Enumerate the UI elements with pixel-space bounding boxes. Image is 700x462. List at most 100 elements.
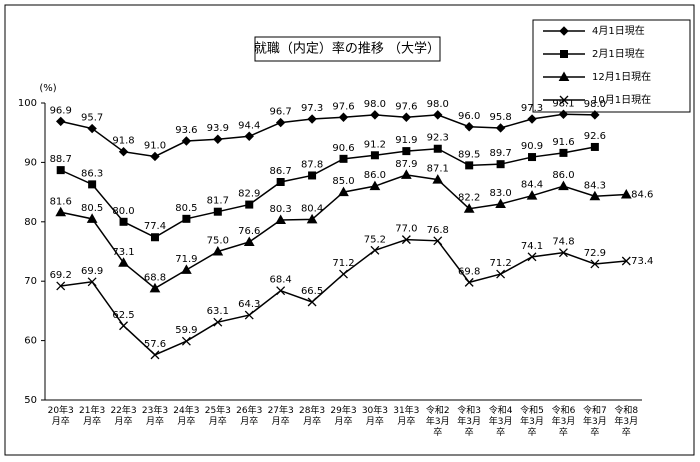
point — [527, 114, 537, 124]
data-label: 88.7 — [50, 154, 72, 165]
point — [306, 213, 318, 224]
data-label: 92.6 — [584, 131, 606, 142]
x-tick-label: 令和7年3月卒 — [582, 406, 607, 438]
point — [528, 153, 537, 162]
data-label: 63.1 — [207, 306, 229, 317]
x-tick-label: 令和6年3月卒 — [551, 406, 576, 438]
data-label: 76.6 — [238, 226, 260, 237]
point — [276, 286, 286, 296]
data-label: 71.2 — [332, 258, 354, 269]
legend-label: 10月1日現在 — [592, 94, 651, 106]
legend-marker — [559, 26, 569, 36]
data-label: 73.1 — [112, 247, 134, 258]
point — [244, 310, 254, 320]
point — [402, 147, 411, 156]
series-line — [60, 146, 596, 239]
point — [86, 213, 98, 223]
x-tick-label: 23年3月卒 — [141, 406, 169, 427]
data-label: 90.9 — [521, 141, 543, 152]
data-label: 73.4 — [631, 256, 653, 267]
data-label: 98.0 — [584, 99, 606, 110]
data-label: 77.4 — [144, 221, 166, 232]
point — [213, 134, 223, 144]
data-label: 84.3 — [584, 180, 606, 191]
data-label: 91.8 — [112, 136, 134, 147]
x-tick-label: 21年3月卒 — [79, 406, 106, 427]
point — [558, 180, 569, 191]
data-label: 75.2 — [364, 234, 386, 245]
data-label: 84.6 — [631, 189, 653, 200]
point — [495, 198, 506, 208]
point — [276, 178, 285, 187]
data-label: 82.2 — [458, 193, 480, 204]
data-label: 86.0 — [552, 170, 574, 181]
point — [590, 259, 600, 269]
point — [339, 154, 348, 163]
data-label: 91.9 — [395, 135, 417, 146]
series-line — [60, 113, 595, 158]
data-label: 87.9 — [395, 159, 417, 170]
point — [465, 161, 474, 170]
point — [119, 321, 129, 331]
point — [401, 235, 411, 245]
point — [401, 112, 412, 122]
data-label: 69.2 — [50, 270, 72, 281]
data-label: 72.9 — [584, 248, 606, 259]
point — [118, 257, 129, 267]
data-label: 86.3 — [81, 168, 103, 179]
point — [433, 236, 443, 246]
legend-label: 2月1日現在 — [592, 48, 645, 60]
point — [558, 109, 569, 119]
data-label: 96.9 — [50, 105, 72, 116]
data-label: 86.7 — [270, 166, 292, 177]
point — [370, 245, 380, 255]
x-tick-label: 28年3月卒 — [298, 406, 326, 427]
point — [182, 214, 191, 223]
x-tick-label: 20年3月卒 — [47, 406, 74, 427]
point — [621, 256, 631, 266]
point — [243, 236, 255, 246]
title-box — [254, 36, 441, 62]
data-label: 77.0 — [395, 224, 417, 235]
data-label: 82.9 — [238, 189, 260, 200]
point — [181, 264, 192, 274]
x-tick-label: 29年3月卒 — [330, 406, 357, 427]
data-label: 98.0 — [364, 99, 386, 110]
data-label: 98.1 — [552, 98, 574, 109]
point — [181, 336, 191, 346]
data-label: 68.8 — [144, 272, 166, 283]
point — [495, 123, 506, 133]
data-label: 57.6 — [144, 339, 166, 350]
point — [275, 117, 286, 128]
x-tick-label: 令和5年3月卒 — [520, 406, 544, 438]
y-unit: (%) — [39, 83, 56, 94]
point — [118, 147, 129, 157]
data-label: 74.1 — [521, 241, 543, 252]
data-label: 92.3 — [427, 133, 449, 144]
point — [590, 142, 599, 151]
data-label: 66.5 — [301, 286, 323, 297]
data-label: 74.8 — [552, 237, 574, 248]
data-label: 90.6 — [332, 143, 354, 154]
point — [213, 317, 223, 327]
x-tick-label: 令和2年3月卒 — [425, 406, 450, 438]
data-label: 80.4 — [301, 203, 323, 214]
point — [496, 160, 505, 169]
point — [432, 174, 444, 184]
point — [370, 151, 379, 160]
point — [150, 151, 160, 162]
data-label: 97.6 — [332, 101, 354, 112]
data-label: 87.8 — [301, 159, 323, 170]
point — [558, 248, 568, 258]
point — [244, 131, 254, 141]
legend-box — [532, 19, 691, 113]
point — [370, 110, 380, 120]
data-label: 98.0 — [427, 99, 449, 110]
x-tick-label: 令和4年3月卒 — [488, 406, 513, 438]
data-label: 94.4 — [238, 120, 260, 131]
legend-marker — [559, 95, 569, 105]
data-label: 91.2 — [364, 139, 386, 150]
point — [433, 144, 442, 153]
chart-title: 就職（内定）率の推移 （大学） — [254, 41, 440, 57]
y-tick-label: 100 — [18, 98, 37, 109]
